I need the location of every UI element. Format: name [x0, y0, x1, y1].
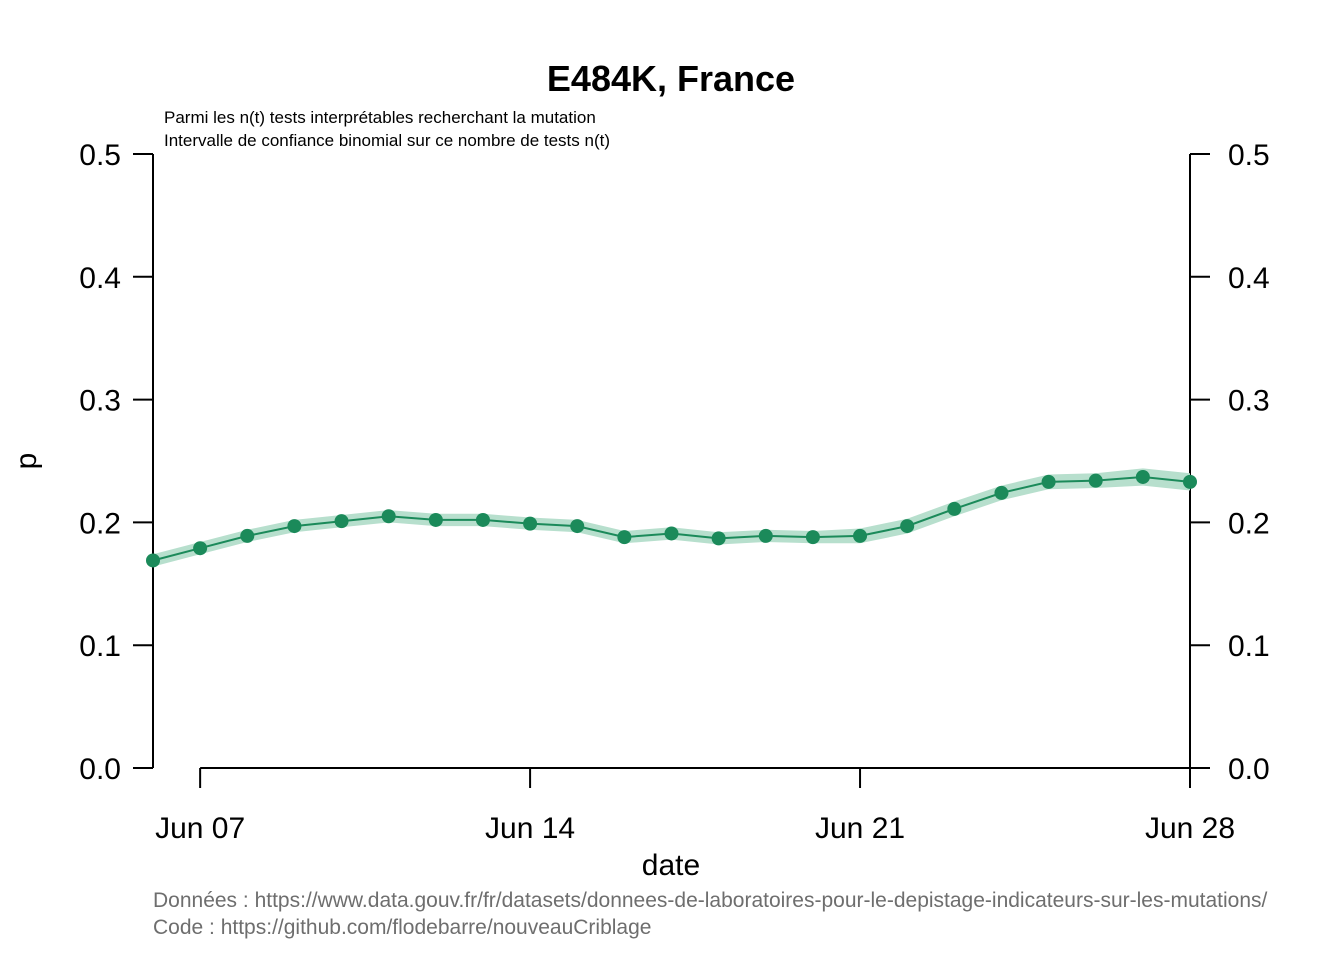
data-point — [428, 512, 443, 527]
y-tick-label-left: 0.5 — [79, 139, 121, 172]
y-tick-label-right: 0.2 — [1228, 507, 1270, 540]
data-point — [617, 530, 632, 545]
x-tick-label: Jun 21 — [815, 812, 905, 845]
footer-code-source: Code : https://github.com/flodebarre/nou… — [153, 916, 651, 939]
data-point — [240, 528, 255, 543]
x-tick-label: Jun 28 — [1145, 812, 1235, 845]
chart-title: E484K, France — [547, 58, 795, 99]
data-point — [287, 519, 302, 534]
data-point — [994, 485, 1009, 500]
data-point — [334, 514, 349, 529]
data-point — [805, 530, 820, 545]
y-tick-label-right: 0.4 — [1228, 262, 1270, 295]
y-tick-label-right: 0.0 — [1228, 753, 1270, 786]
y-tick-label-left: 0.1 — [79, 630, 121, 663]
x-axis-label: date — [642, 849, 700, 882]
data-point — [947, 501, 962, 516]
confidence-band — [153, 468, 1190, 567]
data-point — [523, 516, 538, 531]
data-point — [381, 509, 396, 524]
data-point — [193, 541, 208, 556]
y-tick-label-left: 0.2 — [79, 507, 121, 540]
data-point — [664, 526, 679, 541]
y-tick-label-left: 0.3 — [79, 385, 121, 418]
data-point — [853, 528, 868, 543]
y-axis-label: p — [10, 453, 43, 470]
data-point — [900, 519, 915, 534]
data-point — [146, 553, 160, 568]
data-point — [1088, 473, 1103, 488]
data-point — [475, 512, 490, 527]
y-tick-label-left: 0.4 — [79, 262, 121, 295]
data-point — [1183, 474, 1197, 489]
chart-subtitle-2: Intervalle de confiance binomial sur ce … — [164, 131, 610, 150]
data-point — [758, 528, 773, 543]
data-point — [1135, 469, 1150, 484]
chart-subtitle-1: Parmi les n(t) tests interprétables rech… — [164, 108, 596, 127]
y-tick-label-right: 0.3 — [1228, 385, 1270, 418]
y-tick-label-right: 0.5 — [1228, 139, 1270, 172]
x-tick-label: Jun 07 — [155, 812, 245, 845]
data-point — [1041, 474, 1056, 489]
footer-data-source: Données : https://www.data.gouv.fr/fr/da… — [153, 889, 1267, 912]
x-tick-label: Jun 14 — [485, 812, 575, 845]
data-point — [570, 519, 585, 534]
data-point — [711, 531, 726, 546]
y-tick-label-right: 0.1 — [1228, 630, 1270, 663]
y-tick-label-left: 0.0 — [79, 753, 121, 786]
